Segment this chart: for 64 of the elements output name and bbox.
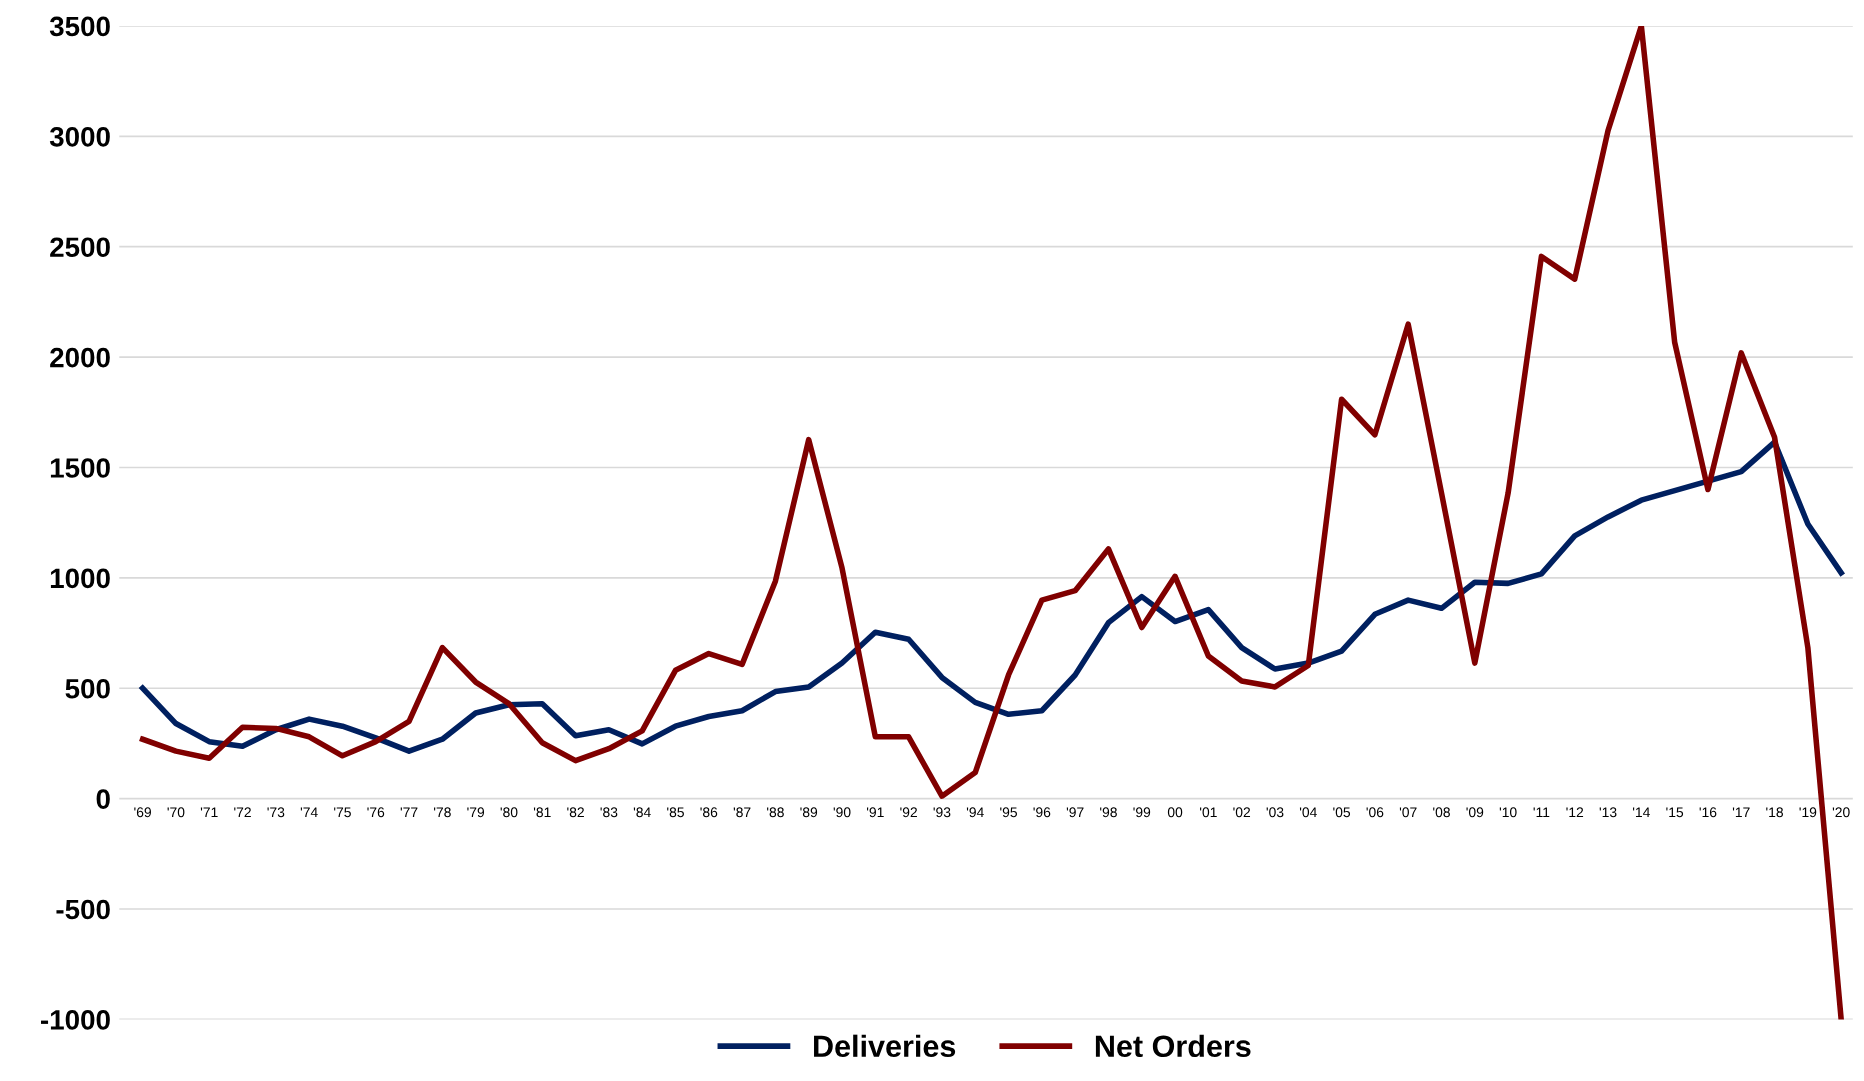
x-tick-label: '01	[1200, 807, 1217, 818]
x-tick-label: '07	[1399, 807, 1417, 818]
x-tick-label: '19	[1799, 807, 1817, 818]
x-tick-label: '12	[1566, 807, 1584, 818]
x-tick-label: '05	[1333, 807, 1351, 818]
x-tick-label: '89	[800, 807, 818, 818]
x-tick-label: '83	[600, 807, 618, 818]
x-tick-label: '84	[633, 807, 651, 818]
x-tick-label: '18	[1766, 807, 1783, 818]
x-tick-label: '10	[1499, 807, 1517, 818]
x-tick-label: '16	[1699, 807, 1717, 818]
y-tick-label: 500	[65, 678, 110, 699]
x-tick-label: '85	[667, 807, 684, 818]
x-tick-label: '95	[1000, 807, 1018, 818]
x-tick-label: '11	[1533, 807, 1550, 818]
x-tick-label: '72	[234, 807, 251, 818]
y-tick-label: 3000	[49, 126, 110, 147]
x-tick-label: '20	[1832, 807, 1850, 818]
x-tick-label: '81	[533, 807, 551, 818]
x-tick-label: '91	[866, 807, 884, 818]
x-tick-label: '87	[733, 807, 751, 818]
x-tick-label: '78	[434, 807, 451, 818]
x-tick-label: '93	[933, 807, 951, 818]
x-tick-label: '86	[700, 807, 718, 818]
x-tick-label: '04	[1299, 807, 1317, 818]
x-tick-label: '75	[334, 807, 351, 818]
y-tick-label: -1000	[41, 1010, 110, 1030]
x-tick-label: '97	[1066, 807, 1084, 818]
y-tick-label: -500	[56, 899, 110, 920]
x-tick-label: '02	[1233, 807, 1251, 818]
x-tick-label: '74	[300, 807, 318, 818]
x-tick-label: '88	[767, 807, 784, 818]
y-tick-label: 0	[96, 789, 110, 809]
x-tick-label: '96	[1033, 807, 1051, 818]
x-tick-label: '99	[1133, 807, 1151, 818]
y-tick-label: 1000	[50, 568, 110, 589]
x-tick-label: '13	[1599, 807, 1617, 818]
x-tick-label: '94	[966, 807, 984, 818]
x-tick-label: '90	[833, 807, 851, 818]
x-tick-label: '79	[467, 807, 485, 818]
x-tick-label: '70	[167, 807, 185, 818]
y-tick-label: 2500	[50, 237, 110, 258]
x-tick-label: '76	[367, 807, 385, 818]
legend-label: Deliveries	[814, 1034, 956, 1058]
x-tick-label: '77	[400, 807, 418, 818]
x-tick-label: '09	[1466, 807, 1484, 818]
x-tick-label: '82	[567, 807, 584, 818]
x-tick-label: '69	[134, 807, 151, 818]
x-tick-label: '17	[1732, 807, 1750, 818]
x-tick-label: '15	[1666, 807, 1684, 818]
x-tick-label: '71	[200, 807, 218, 818]
x-tick-label: '03	[1266, 807, 1284, 818]
x-tick-label: 00	[1167, 807, 1183, 818]
y-tick-label: 2000	[50, 347, 110, 368]
legend-label: Net Orders	[1095, 1034, 1251, 1058]
x-tick-label: '92	[900, 807, 917, 818]
x-tick-label: '14	[1632, 807, 1650, 818]
x-tick-label: '98	[1100, 807, 1117, 818]
x-tick-label: '08	[1433, 807, 1450, 818]
y-tick-label: 1500	[50, 458, 110, 478]
x-tick-label: '80	[500, 807, 518, 818]
x-tick-label: '73	[267, 807, 285, 818]
x-tick-label: '06	[1366, 807, 1384, 818]
y-tick-label: 3500	[49, 16, 110, 37]
